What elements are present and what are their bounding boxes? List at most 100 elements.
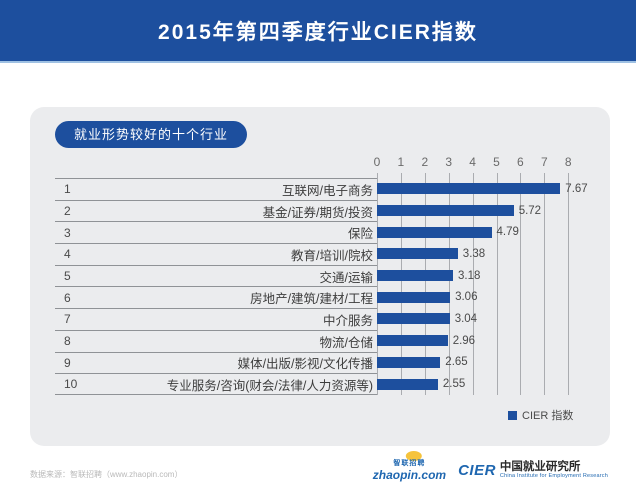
- bar: [377, 356, 441, 368]
- row-rank: 2: [64, 204, 71, 219]
- row-bar-zone: 2.96: [377, 330, 603, 352]
- cier-logo-cn: 中国就业研究所: [499, 460, 581, 473]
- row-rank: 5: [64, 269, 71, 284]
- zhaopin-logo-cn: 智联招聘: [393, 460, 426, 467]
- zhaopin-sun-icon: [406, 451, 423, 461]
- chart-card: 就业形势较好的十个行业 0 1 2 3 4 5 6 7 8 1 互联网/电子商务 7.67 2 基金/证…: [30, 107, 610, 446]
- bar-value-label: 2.65: [445, 356, 468, 369]
- row-rank: 9: [64, 355, 71, 370]
- row-bar-zone: 2.55: [377, 373, 603, 395]
- chart-title-badge: 就业形势较好的十个行业: [55, 121, 248, 148]
- row-rank: 10: [64, 377, 78, 392]
- legend-swatch-icon: [508, 410, 517, 420]
- bar-value-label: 3.38: [462, 247, 486, 260]
- row-label-zone: 6 房地产/建筑/建材/工程: [55, 286, 377, 308]
- cier-logo-names: 中国就业研究所 China Institute for Employment R…: [500, 461, 608, 480]
- zhaopin-logo-en: zhaopin.com: [372, 468, 447, 482]
- axis-tick-label: 2: [421, 155, 429, 169]
- bar-value-label: 7.67: [565, 182, 588, 195]
- row-category-label: 互联网/电子商务: [282, 183, 373, 198]
- chart-row: 8 物流/仓储 2.96: [55, 329, 603, 352]
- bar: [377, 378, 438, 390]
- chart-row: 1 互联网/电子商务 7.67: [55, 178, 603, 200]
- gridline: [472, 173, 474, 395]
- gridline: [544, 173, 546, 395]
- row-rank: 4: [64, 247, 71, 262]
- row-category-label: 物流/仓储: [319, 335, 373, 350]
- chart-row: 2 基金/证券/期货/投资 5.72: [55, 199, 603, 222]
- row-label-zone: 7 中介服务: [55, 308, 377, 330]
- legend-label: CIER 指数: [522, 410, 574, 422]
- row-bar-zone: 3.18: [377, 265, 603, 287]
- axis-tick-label: 0: [373, 155, 381, 169]
- gridline: [400, 173, 402, 395]
- legend: CIER 指数: [508, 407, 573, 423]
- row-category-label: 房地产/建筑/建材/工程: [250, 292, 373, 307]
- row-rank: 1: [64, 182, 71, 197]
- axis-tick-label: 1: [397, 155, 405, 169]
- bar-value-label: 3.18: [458, 269, 481, 282]
- cier-logo: CIER 中国就业研究所 China Institute for Employm…: [458, 461, 608, 480]
- row-label-zone: 10 专业服务/咨询(财会/法律/人力资源等): [55, 373, 377, 395]
- row-label-zone: 3 保险: [55, 221, 377, 243]
- chart-row: 7 中介服务 3.04: [55, 308, 603, 330]
- axis-tick-label: 3: [445, 155, 453, 169]
- chart-row: 6 房地产/建筑/建材/工程 3.06: [55, 286, 603, 308]
- bar: [377, 205, 514, 217]
- row-bar-zone: 7.67: [377, 178, 603, 200]
- bar: [377, 183, 561, 195]
- bar: [377, 248, 458, 260]
- axis-tick-label: 4: [469, 155, 476, 169]
- row-label-zone: 4 教育/培训/院校: [55, 243, 377, 265]
- row-category-label: 专业服务/咨询(财会/法律/人力资源等): [166, 378, 373, 393]
- row-category-label: 保险: [347, 227, 373, 242]
- bar: [377, 270, 453, 282]
- bar-chart: 0 1 2 3 4 5 6 7 8 1 互联网/电子商务 7.67 2 基金/证券/期货/投资 5.72 3…: [55, 155, 603, 407]
- row-rank: 6: [64, 290, 71, 305]
- bar-value-label: 2.96: [452, 334, 476, 347]
- data-source-note: 数据来源：智联招聘（www.zhaopin.com）: [30, 470, 183, 479]
- gridline: [377, 173, 378, 395]
- bar: [377, 335, 448, 347]
- axis-tick-label: 5: [493, 155, 500, 169]
- row-bar-zone: 3.38: [377, 243, 603, 265]
- bar: [377, 291, 451, 303]
- chart-rows: 1 互联网/电子商务 7.67 2 基金/证券/期货/投资 5.72 3 保险 4.79 4 教育/…: [55, 178, 603, 395]
- row-label-zone: 8 物流/仓储: [55, 329, 377, 352]
- zhaopin-logo: 智联招聘 zhaopin.com: [372, 451, 447, 482]
- row-bar-zone: 3.06: [377, 286, 603, 308]
- chart-row: 10 专业服务/咨询(财会/法律/人力资源等) 2.55: [55, 373, 603, 395]
- chart-row: 3 保险 4.79: [55, 221, 603, 243]
- page-title: 2015年第四季度行业CIER指数: [158, 20, 478, 44]
- row-label-zone: 9 媒体/出版/影视/文化传播: [55, 351, 377, 374]
- row-label-zone: 5 交通/运输: [55, 264, 377, 287]
- bar-value-label: 5.72: [518, 204, 542, 217]
- header-banner: 2015年第四季度行业CIER指数: [0, 0, 636, 63]
- row-rank: 8: [64, 334, 71, 349]
- bar-value-label: 4.79: [496, 226, 519, 239]
- row-label-zone: 1 互联网/电子商务: [55, 178, 377, 200]
- chart-row: 9 媒体/出版/影视/文化传播 2.65: [55, 351, 603, 374]
- gridline: [496, 173, 498, 395]
- axis-tick-label: 6: [517, 155, 524, 169]
- gridline: [448, 173, 450, 395]
- footer-logos: 智联招聘 zhaopin.com CIER 中国就业研究所 China Inst…: [372, 451, 608, 482]
- row-category-label: 教育/培训/院校: [291, 248, 373, 263]
- row-bar-zone: 2.65: [377, 352, 603, 374]
- bar-value-label: 3.04: [454, 312, 478, 325]
- row-bar-zone: 5.72: [377, 200, 603, 222]
- row-category-label: 媒体/出版/影视/文化传播: [237, 357, 373, 372]
- row-rank: 3: [64, 225, 71, 240]
- gridline: [520, 173, 522, 395]
- axis-tick-label: 7: [540, 155, 548, 169]
- gridline: [424, 173, 426, 395]
- cier-logo-en: China Institute for Employment Research: [499, 473, 608, 480]
- row-bar-zone: 3.04: [377, 308, 603, 330]
- bar: [377, 226, 492, 238]
- row-category-label: 交通/运输: [319, 270, 373, 285]
- row-category-label: 基金/证券/期货/投资: [262, 205, 373, 220]
- row-category-label: 中介服务: [322, 313, 373, 328]
- bar: [377, 313, 450, 325]
- chart-row: 4 教育/培训/院校 3.38: [55, 243, 603, 265]
- chart-row: 5 交通/运输 3.18: [55, 264, 603, 287]
